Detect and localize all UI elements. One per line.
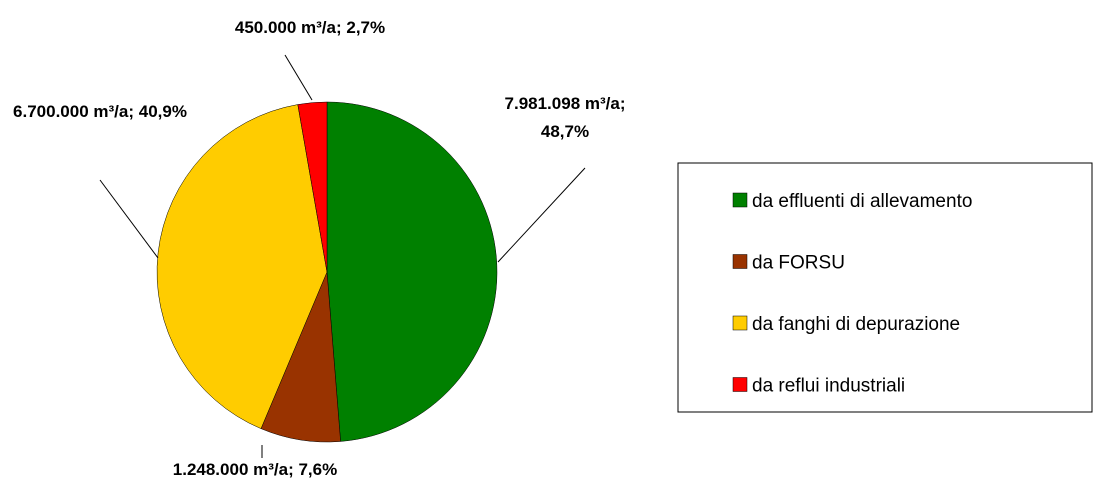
pie-slice — [156, 104, 328, 429]
data-label: 6.700.000 m³/a; 40,9% — [13, 102, 187, 121]
pie-slice — [297, 101, 328, 273]
data-label: 1.248.000 m³/a; 7,6% — [172, 460, 338, 479]
data-label: 450.000 m³/a; 2,7% — [234, 18, 386, 37]
legend-label: da effluenti di allevamento — [752, 191, 972, 212]
legend-swatch — [732, 192, 748, 208]
legend-swatch — [732, 377, 748, 392]
leader-line — [284, 54, 313, 101]
legend-label: da FORSU — [752, 253, 845, 274]
data-label: 7.981.098 m³/a; 48,7% — [504, 94, 626, 141]
legend-swatch — [732, 254, 748, 269]
legend-label: da fanghi di depurazione — [752, 314, 960, 335]
leader-line — [99, 179, 159, 259]
legend-label: da reflui industriali — [752, 376, 905, 397]
leader-line — [497, 167, 586, 263]
legend-swatch — [732, 315, 748, 331]
pie-slice — [326, 101, 498, 442]
